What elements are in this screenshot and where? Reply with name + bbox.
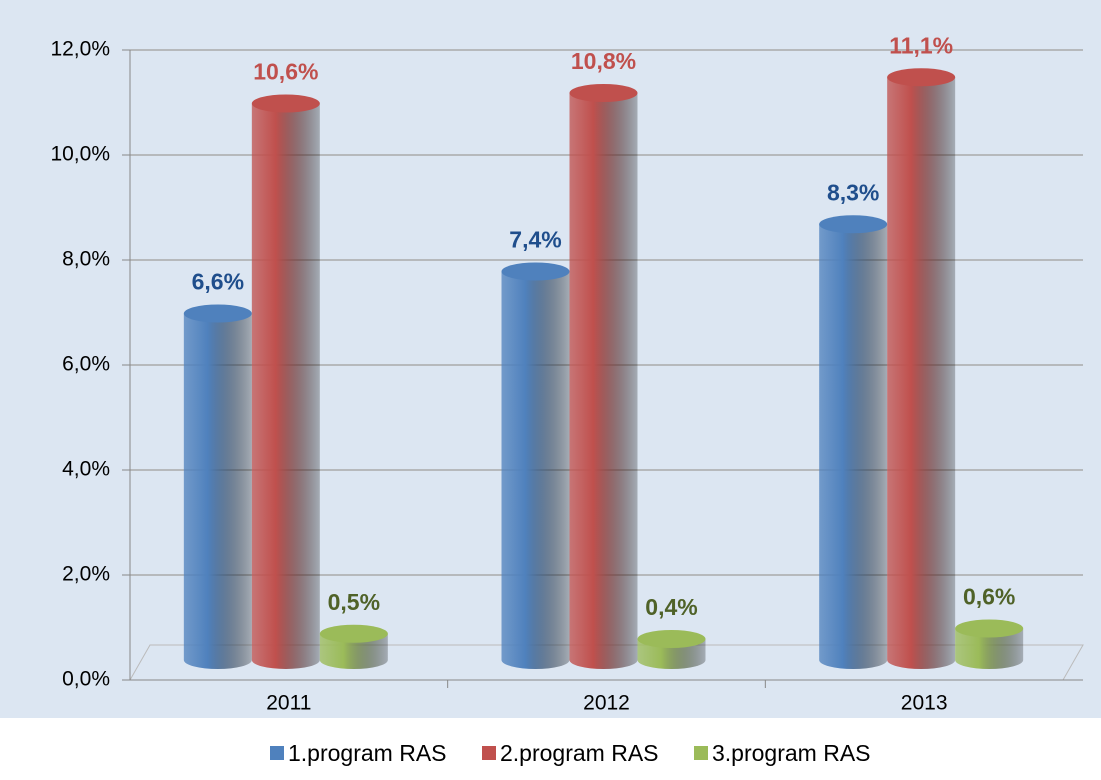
legend-swatch bbox=[482, 746, 496, 760]
legend-label: 2.program RAS bbox=[500, 740, 659, 766]
bar-top bbox=[637, 630, 706, 648]
legend-label: 1.program RAS bbox=[288, 740, 447, 766]
legend-swatch bbox=[270, 746, 284, 760]
value-label: 10,6% bbox=[253, 59, 318, 85]
x-tick-label: 2011 bbox=[266, 692, 311, 715]
bar bbox=[569, 93, 638, 669]
legend-label: 3.program RAS bbox=[712, 740, 871, 766]
bar-top bbox=[955, 619, 1024, 638]
value-label: 0,6% bbox=[963, 584, 1015, 610]
value-label: 0,5% bbox=[328, 589, 380, 615]
bar-top bbox=[569, 84, 638, 102]
value-label: 7,4% bbox=[509, 227, 561, 253]
bar bbox=[887, 77, 956, 669]
bar bbox=[251, 103, 320, 669]
value-label: 11,1% bbox=[889, 32, 953, 58]
bar-top bbox=[251, 94, 320, 113]
bar-top bbox=[819, 215, 888, 234]
x-tick-label: 2012 bbox=[583, 692, 630, 715]
x-tick-label: 2013 bbox=[901, 692, 948, 715]
y-tick-label: 10,0% bbox=[50, 143, 110, 166]
value-label: 0,4% bbox=[645, 594, 697, 620]
bar-top bbox=[887, 68, 956, 87]
y-tick-label: 6,0% bbox=[62, 353, 110, 376]
y-tick-label: 0,0% bbox=[62, 668, 110, 691]
bar bbox=[319, 633, 388, 669]
y-tick-label: 4,0% bbox=[62, 458, 110, 481]
value-label: 10,8% bbox=[571, 48, 636, 74]
legend-swatch bbox=[694, 746, 708, 760]
y-tick-label: 2,0% bbox=[62, 563, 110, 586]
bar bbox=[819, 224, 888, 669]
value-label: 8,3% bbox=[827, 179, 879, 205]
y-tick-label: 8,0% bbox=[62, 248, 110, 271]
bar bbox=[183, 313, 252, 669]
y-tick-label: 12,0% bbox=[50, 38, 110, 61]
bar-top bbox=[501, 262, 570, 281]
bar bbox=[955, 628, 1024, 669]
bar-top bbox=[183, 304, 252, 323]
bar-top bbox=[319, 624, 388, 643]
value-label: 6,6% bbox=[192, 269, 244, 295]
bar bbox=[501, 271, 570, 669]
